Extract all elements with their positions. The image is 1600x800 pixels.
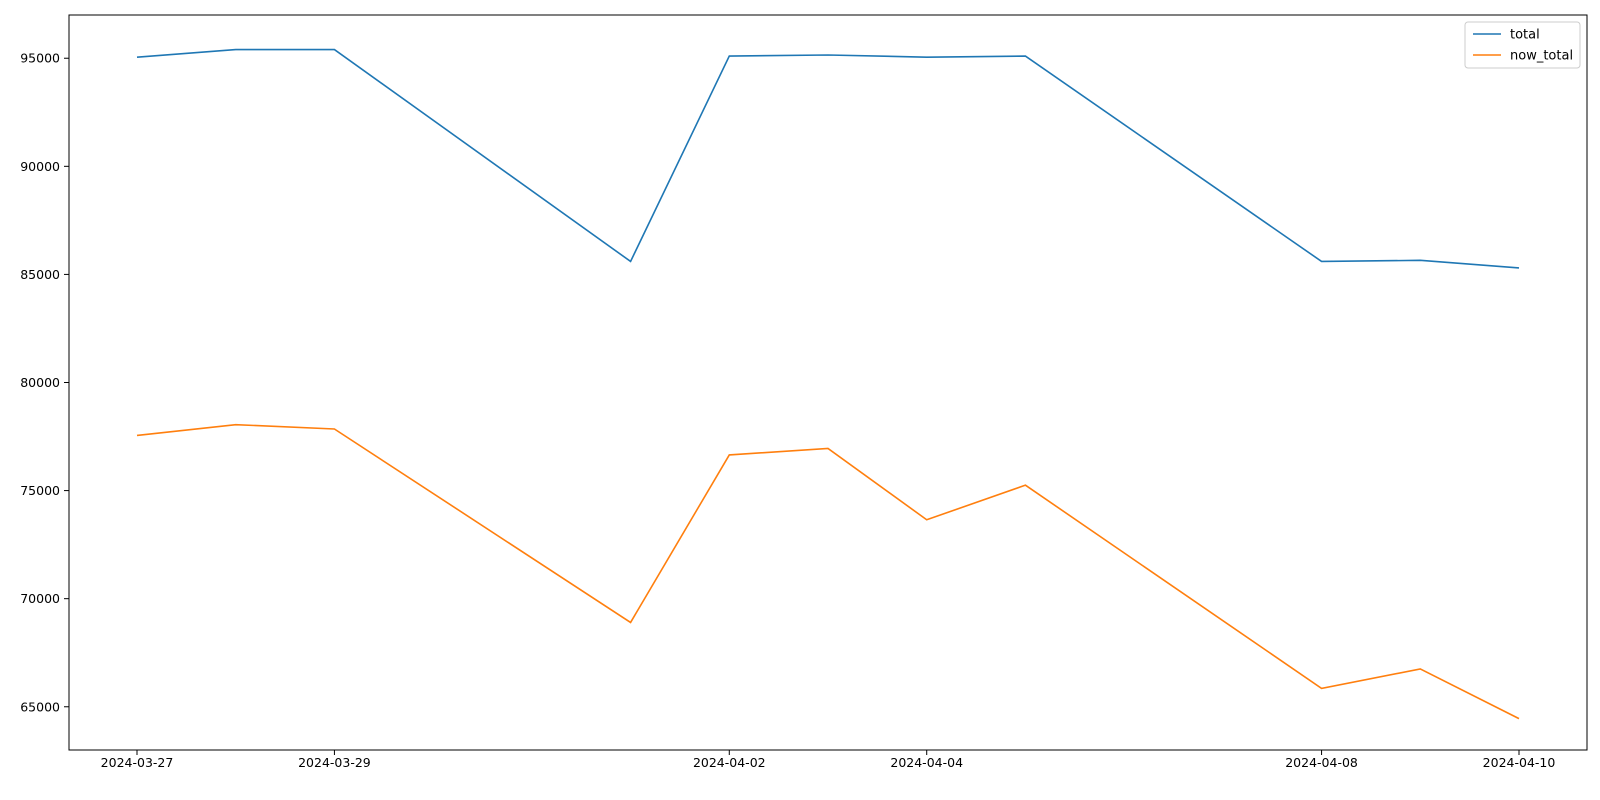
- y-tick-label: 75000: [20, 483, 60, 498]
- y-tick-label: 65000: [20, 699, 60, 714]
- x-tick-label: 2024-04-02: [693, 755, 766, 770]
- y-axis: 65000 70000 75000 80000 85000 90000 95000: [20, 51, 69, 714]
- legend-label-now-total: now_total: [1510, 49, 1573, 64]
- series-line-total: [136, 48, 1520, 269]
- series-line-now-total: [136, 423, 1520, 720]
- x-axis: 2024-03-27 2024-03-29 2024-04-02 2024-04-04…: [101, 750, 1556, 770]
- x-tick-label: 2024-03-29: [298, 755, 371, 770]
- y-tick-label: 85000: [20, 267, 60, 282]
- x-tick-label: 2024-04-04: [890, 755, 963, 770]
- y-tick-label: 70000: [20, 591, 60, 606]
- legend: total now_total: [1464, 21, 1581, 69]
- x-tick-label: 2024-04-08: [1285, 755, 1358, 770]
- legend-label-total: total: [1510, 28, 1540, 43]
- series-layer: [136, 48, 1520, 720]
- y-tick-label: 95000: [20, 51, 60, 66]
- y-tick-label: 80000: [20, 375, 60, 390]
- x-tick-label: 2024-03-27: [101, 755, 174, 770]
- y-tick-label: 90000: [20, 159, 60, 174]
- x-tick-label: 2024-04-10: [1483, 755, 1556, 770]
